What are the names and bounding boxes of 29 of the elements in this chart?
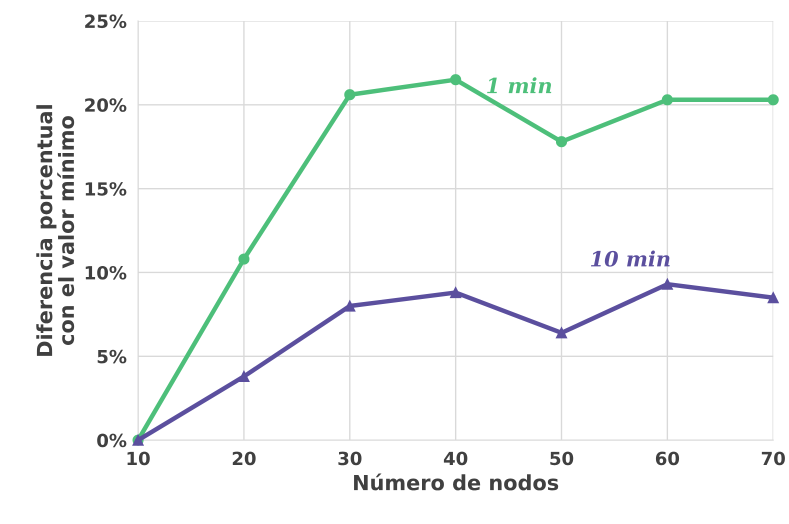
x-tick-label: 60 bbox=[656, 452, 680, 466]
x-tick-label: 30 bbox=[338, 452, 362, 466]
y-tick-label: 0% bbox=[97, 434, 126, 448]
x-axis-title: Número de nodos bbox=[354, 473, 558, 490]
series-label: 1 min bbox=[487, 77, 552, 94]
point bbox=[450, 74, 462, 86]
point bbox=[768, 292, 779, 304]
y-tick-label: 15% bbox=[86, 182, 126, 196]
x-tick-label: 20 bbox=[232, 452, 256, 466]
point bbox=[556, 327, 568, 338]
point bbox=[556, 136, 568, 148]
point bbox=[344, 89, 356, 100]
x-tick-label: 50 bbox=[550, 452, 574, 466]
point bbox=[662, 278, 673, 290]
point bbox=[450, 287, 462, 298]
y-axis-title: Diferencia porcentual con el valor mínimo bbox=[36, 105, 74, 356]
point bbox=[238, 254, 250, 265]
point bbox=[344, 300, 356, 312]
x-tick-label: 10 bbox=[128, 452, 150, 466]
y-tick-label: 20% bbox=[85, 98, 126, 112]
x-tick-label: 70 bbox=[762, 452, 785, 466]
point bbox=[662, 94, 673, 106]
y-tick-label: 25% bbox=[85, 14, 126, 28]
y-tick-label: 10% bbox=[86, 266, 126, 280]
y-tick-label: 5% bbox=[98, 350, 126, 364]
point bbox=[238, 370, 250, 382]
point bbox=[768, 94, 779, 106]
x-tick-label: 40 bbox=[444, 452, 468, 466]
series-label: 10 min bbox=[590, 250, 670, 267]
